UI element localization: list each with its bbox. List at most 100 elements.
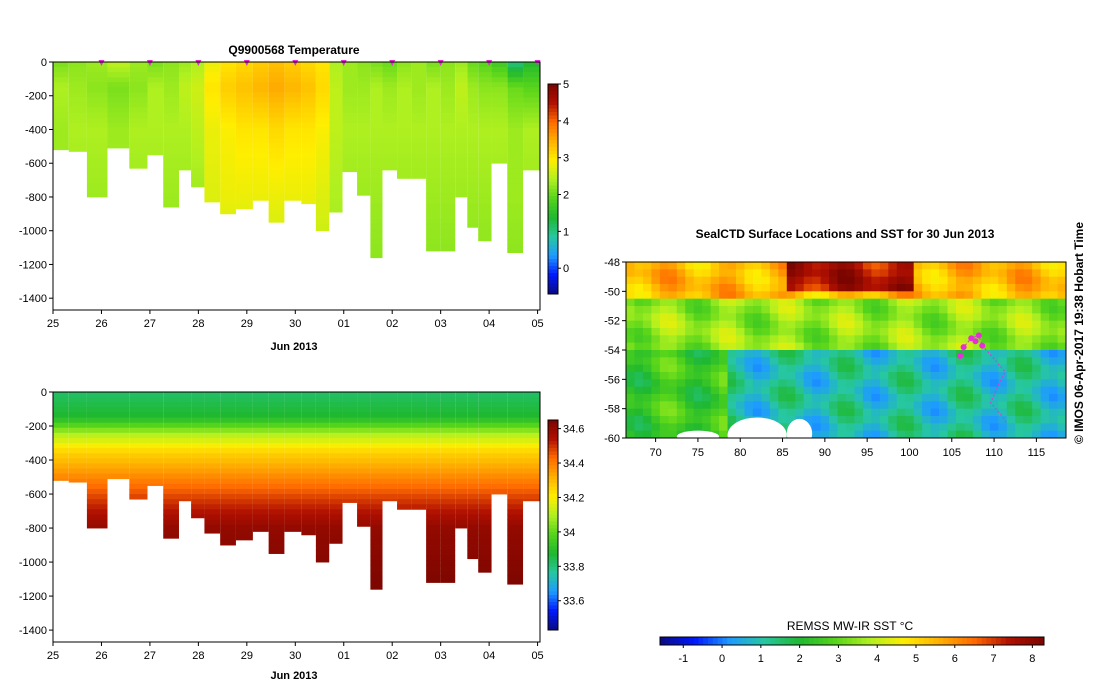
- sst-cell: [905, 350, 915, 358]
- temperature-cell: [455, 132, 468, 139]
- sst-cell: [930, 416, 940, 424]
- temperature-cell: [178, 148, 192, 154]
- salinity-cell: [129, 453, 148, 459]
- temperature-profile-column: [478, 62, 492, 242]
- colorbar-segment: [548, 546, 558, 550]
- temperature-cell: [268, 122, 285, 129]
- salinity-cell: [107, 407, 130, 413]
- salinity-cell: [411, 407, 427, 413]
- temperature-cell: [284, 92, 302, 98]
- sst-cell: [888, 342, 898, 351]
- salinity-cell: [315, 458, 330, 464]
- sst-cell: [939, 276, 949, 285]
- temperature-cell: [163, 168, 179, 174]
- sst-cell: [981, 430, 991, 439]
- sst-cell: [939, 364, 949, 373]
- sst-cell: [989, 401, 999, 410]
- x-tick-label: 29: [241, 318, 253, 330]
- temperature-cell: [357, 148, 371, 154]
- salinity-cell: [329, 504, 343, 510]
- temperature-cell: [178, 153, 192, 159]
- temperature-profile-column: [301, 62, 316, 205]
- temperature-cell: [163, 72, 179, 78]
- temperature-cell: [163, 173, 179, 179]
- sst-cell: [829, 357, 839, 366]
- colorbar-frame: [547, 419, 559, 631]
- temperature-cell: [357, 158, 371, 164]
- salinity-cell: [507, 417, 524, 424]
- sst-cell: [812, 430, 822, 439]
- sst-cell: [727, 328, 737, 336]
- sst-cell: [989, 306, 999, 314]
- sst-cell: [744, 379, 754, 388]
- temperature-cell: [342, 153, 358, 159]
- temperature-cell: [301, 67, 316, 73]
- sst-cell: [871, 408, 881, 417]
- salinity-cell: [491, 407, 508, 413]
- salinity-cell: [467, 463, 479, 469]
- salinity-cell: [284, 443, 302, 449]
- temperature-cell: [301, 158, 316, 164]
- temperature-cell: [455, 92, 468, 98]
- sst-cell: [778, 386, 788, 395]
- sst-cell: [896, 320, 906, 329]
- sst-cell: [1006, 364, 1016, 373]
- temperature-cell: [315, 97, 330, 103]
- sst-cell: [803, 401, 813, 410]
- temperature-cell: [235, 82, 253, 88]
- salinity-cell: [268, 534, 285, 541]
- sst-colorbar-segment: [842, 637, 848, 645]
- sst-cell: [1006, 306, 1016, 314]
- sst-cell: [837, 416, 847, 424]
- salinity-cell: [411, 402, 427, 408]
- temperature-cell: [342, 168, 358, 173]
- sst-cell: [668, 269, 678, 278]
- sst-cell: [1023, 284, 1033, 292]
- sst-cell: [871, 276, 881, 285]
- salinity-cell: [467, 539, 479, 546]
- colorbar-segment: [548, 563, 558, 568]
- temperature-profile-column: [507, 62, 524, 254]
- sst-cell: [786, 357, 796, 366]
- sst-colorbar-segment: [722, 637, 728, 645]
- temperature-cell: [235, 137, 253, 144]
- temperature-cell: [68, 102, 87, 108]
- sst-cell: [752, 306, 762, 314]
- sst-cell: [871, 379, 881, 388]
- sst-cell: [1023, 386, 1033, 395]
- temperature-cell: [467, 107, 479, 114]
- sst-cell: [862, 430, 872, 439]
- sst-cell: [752, 335, 762, 344]
- sst-cell: [761, 328, 771, 336]
- salinity-cell: [507, 483, 524, 490]
- sst-cell: [752, 320, 762, 329]
- temperature-cell: [507, 153, 524, 159]
- temperature-cell: [507, 132, 524, 139]
- temperature-cell: [491, 127, 508, 134]
- sst-cell: [829, 401, 839, 410]
- salinity-cell: [370, 463, 383, 469]
- salinity-cell: [523, 468, 540, 475]
- colorbar-segment: [548, 542, 558, 547]
- sst-cell: [693, 269, 703, 278]
- temperature-cell: [357, 168, 371, 174]
- colorbar-segment: [548, 612, 558, 617]
- temperature-cell: [129, 117, 148, 124]
- sst-cell: [769, 364, 779, 373]
- sst-cell: [896, 291, 906, 300]
- temperature-cell: [426, 62, 441, 68]
- salinity-cell: [426, 453, 441, 459]
- sst-cell: [1040, 342, 1050, 351]
- sst-cell: [837, 269, 847, 278]
- temperature-cell: [370, 122, 383, 129]
- temperature-cell: [478, 183, 492, 189]
- sst-cell: [642, 401, 652, 410]
- sst-colorbar-segment: [664, 637, 671, 645]
- salinity-cell: [163, 407, 179, 413]
- sst-cell: [989, 284, 999, 292]
- salinity-cell: [426, 570, 441, 577]
- sst-cell: [829, 269, 839, 278]
- sst-cell: [956, 364, 965, 373]
- temperature-cell: [315, 193, 330, 200]
- sst-cell: [989, 386, 999, 395]
